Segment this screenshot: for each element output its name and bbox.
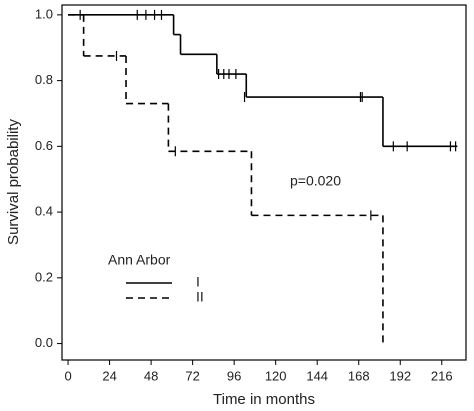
x-tick-label: 0 <box>64 368 71 383</box>
plot-frame <box>61 4 467 361</box>
y-tick-label: 1.0 <box>35 6 53 21</box>
legend-label: I <box>196 274 200 290</box>
y-tick-label: 0.0 <box>35 335 53 350</box>
y-tick-label: 0.4 <box>35 204 53 219</box>
x-tick-label: 72 <box>185 368 199 383</box>
x-axis-label: Time in months <box>213 391 315 408</box>
x-tick-label: 96 <box>227 368 241 383</box>
legend-title: Ann Arbor <box>108 252 171 268</box>
y-tick-label: 0.8 <box>35 72 53 87</box>
legend-label: II <box>196 289 204 305</box>
x-tick-label: 24 <box>102 368 116 383</box>
x-tick-label: 192 <box>389 368 411 383</box>
x-tick-label: 168 <box>348 368 370 383</box>
y-axis-label: Survival probability <box>5 119 22 245</box>
x-tick-label: 216 <box>431 368 453 383</box>
annotation: p=0.020 <box>290 173 341 189</box>
y-tick-label: 0.6 <box>35 138 53 153</box>
y-tick-label: 0.2 <box>35 269 53 284</box>
x-tick-label: 48 <box>144 368 158 383</box>
x-tick-label: 144 <box>306 368 328 383</box>
x-tick-label: 120 <box>265 368 287 383</box>
